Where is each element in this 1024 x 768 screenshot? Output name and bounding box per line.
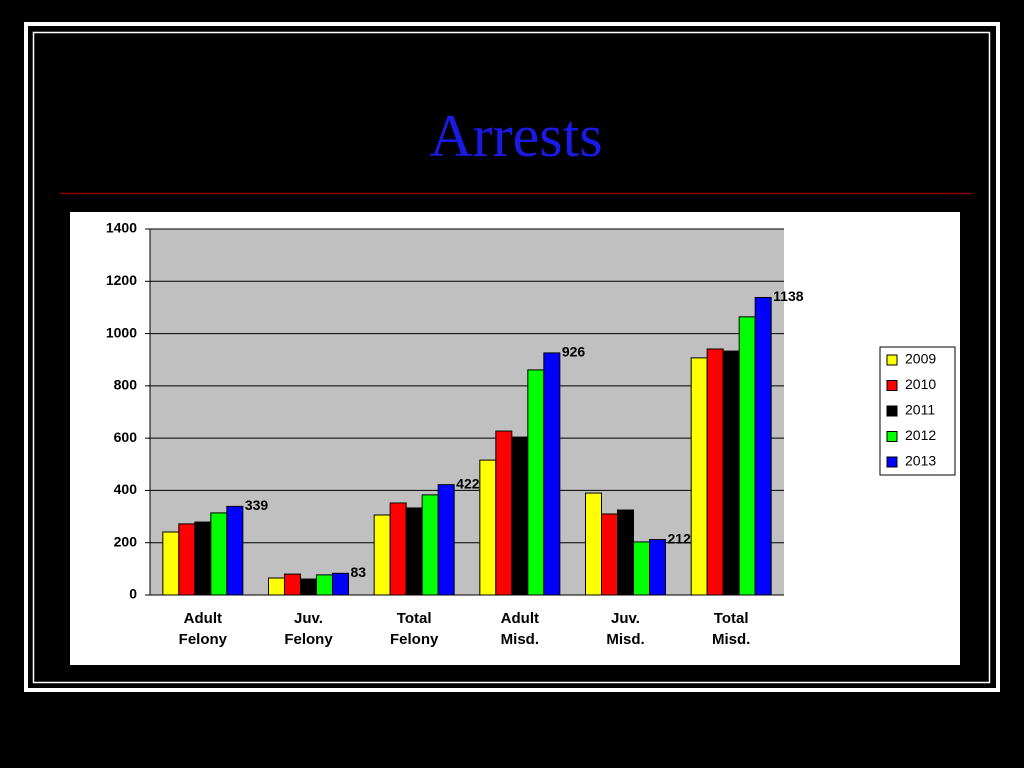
legend-label: 2011: [905, 402, 935, 418]
bar: [300, 578, 317, 596]
x-tick-label: Felony: [390, 631, 439, 648]
bar: [226, 505, 244, 596]
y-tick-label: 200: [114, 533, 138, 549]
bar: [389, 502, 407, 596]
bar: [495, 430, 513, 596]
bar: [162, 531, 180, 596]
x-tick-label: Juv.: [294, 610, 323, 627]
bar: [284, 573, 301, 596]
bar: [405, 507, 423, 596]
bar: [617, 509, 634, 596]
x-tick-label: Felony: [179, 631, 228, 648]
x-tick-label: Felony: [284, 631, 333, 648]
outer-border: [24, 22, 1000, 692]
x-tick-label: Total: [714, 610, 749, 627]
value-label: 83: [351, 564, 367, 580]
bar: [527, 369, 545, 596]
legend-swatch: [886, 354, 898, 366]
value-label: 212: [668, 530, 692, 546]
y-tick-label: 1400: [106, 220, 137, 236]
inner-border: [32, 31, 991, 684]
x-tick-label: Juv.: [611, 610, 640, 627]
bar: [633, 541, 650, 596]
x-tick-label: Total: [397, 610, 432, 627]
y-tick-label: 800: [114, 377, 138, 393]
x-tick-label: Misd.: [606, 631, 644, 648]
y-tick-label: 1200: [106, 272, 137, 288]
slide-title: Arrests: [429, 103, 602, 169]
bar: [268, 577, 285, 596]
value-label: 339: [245, 497, 269, 513]
x-tick-label: Misd.: [501, 631, 539, 648]
bar: [194, 521, 212, 596]
x-tick-label: Adult: [501, 610, 539, 627]
legend-label: 2012: [905, 427, 936, 443]
bar: [421, 494, 439, 596]
bar: [511, 436, 529, 596]
legend-label: 2009: [905, 351, 936, 367]
bar: [722, 350, 740, 596]
y-tick-label: 600: [114, 429, 138, 445]
value-label: 926: [562, 344, 586, 360]
bar: [316, 574, 333, 596]
bar: [437, 484, 455, 596]
bar: [479, 459, 497, 596]
legend-swatch: [886, 380, 898, 391]
x-tick-label: Adult: [184, 610, 222, 627]
bar: [332, 572, 349, 596]
bar: [373, 514, 391, 596]
bar: [178, 523, 196, 596]
value-label: 1138: [773, 288, 804, 304]
y-tick-label: 1000: [106, 324, 137, 340]
bar: [585, 492, 602, 596]
y-tick-label: 400: [114, 481, 138, 497]
y-tick-label: 0: [129, 586, 137, 602]
legend-swatch: [886, 405, 898, 417]
bar: [690, 357, 708, 596]
bar: [754, 296, 772, 596]
legend-label: 2010: [905, 376, 936, 392]
x-tick-label: Misd.: [712, 631, 750, 648]
legend-swatch: [886, 431, 898, 442]
value-label: 422: [456, 475, 480, 491]
plot-area: [150, 229, 784, 595]
bar: [706, 348, 724, 596]
bar: [738, 316, 756, 596]
bar: [210, 512, 228, 596]
bar: [543, 352, 561, 596]
legend-swatch: [886, 456, 898, 468]
bar: [649, 539, 666, 596]
bar: [601, 513, 618, 596]
legend-label: 2013: [905, 453, 936, 469]
